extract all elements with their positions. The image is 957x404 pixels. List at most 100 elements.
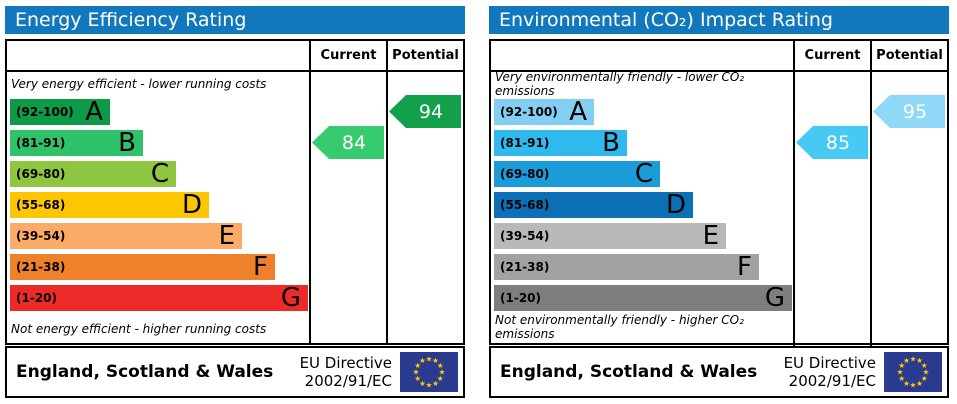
band-range-label: (21-38) [500, 259, 550, 274]
svg-text:★: ★ [437, 374, 444, 383]
band-letter: G [280, 282, 301, 313]
band-range-label: (39-54) [16, 228, 66, 243]
band-row-c: (69-80) C [491, 158, 793, 189]
top-note: Very environmentally friendly - lower CO… [495, 70, 745, 98]
svg-text:★: ★ [910, 355, 917, 364]
eu-directive-label: EU Directive 2002/91/EC [300, 354, 392, 390]
band-letter: B [118, 127, 136, 158]
band-range-label: (81-91) [16, 135, 66, 150]
band-letter: C [150, 158, 169, 189]
current-rating-cell: 84 [309, 72, 386, 343]
eu-directive-line1: EU Directive [299, 354, 392, 372]
eu-directive-label: EU Directive 2002/91/EC [784, 354, 876, 390]
band-letter: A [85, 96, 103, 127]
svg-text:★: ★ [898, 361, 905, 370]
band-letter: A [569, 96, 587, 127]
svg-text:★: ★ [916, 379, 923, 388]
header-spacer-cell [491, 41, 793, 72]
band-letter: D [181, 189, 202, 220]
panel-footer: England, Scotland & Wales EU Directive 2… [489, 346, 949, 398]
band-row-c: (69-80) C [7, 158, 309, 189]
band-row-b: (81-91) B [491, 127, 793, 158]
band-range-label: (55-68) [500, 197, 550, 212]
band-range-label: (55-68) [16, 197, 66, 212]
band-row-f: (21-38) F [7, 251, 309, 282]
svg-text:★: ★ [426, 381, 433, 390]
band-letter: F [737, 251, 752, 282]
band-range-label: (69-80) [16, 166, 66, 181]
band-range-label: (1-20) [500, 290, 541, 305]
band-bar-d: (55-68) D [10, 189, 209, 220]
band-range-label: (81-91) [500, 135, 550, 150]
svg-text:★: ★ [419, 356, 426, 365]
rating-table: Current Potential Very environmentally f… [489, 39, 949, 348]
svg-text:★: ★ [916, 356, 923, 365]
environmental-impact-panel: Environmental (CO₂) Impact Rating Curren… [489, 6, 949, 398]
band-row-a: (92-100) A [491, 96, 793, 127]
band-bar-f: (21-38) F [494, 251, 759, 282]
current-rating-arrow: 85 [796, 126, 868, 159]
band-bar-e: (39-54) E [494, 222, 726, 249]
band-row-e: (39-54) E [491, 220, 793, 251]
band-bar-a: (92-100) A [494, 96, 594, 127]
header-spacer-cell [7, 41, 309, 72]
band-letter: C [634, 158, 653, 189]
svg-text:★: ★ [921, 374, 928, 383]
band-row-b: (81-91) B [7, 127, 309, 158]
eu-directive-line2: 2002/91/EC [304, 372, 392, 390]
svg-text:★: ★ [437, 361, 444, 370]
rating-table: Current Potential Very energy efficient … [5, 39, 465, 345]
svg-text:★: ★ [413, 368, 420, 377]
current-column-header: Current [309, 41, 386, 72]
band-range-label: (21-38) [16, 259, 66, 274]
svg-text:★: ★ [414, 361, 421, 370]
energy-efficiency-panel: Energy Efficiency Rating Current Potenti… [5, 6, 465, 398]
band-bar-c: (69-80) C [10, 158, 176, 189]
eu-directive-line2: 2002/91/EC [788, 372, 876, 390]
band-letter: F [253, 251, 268, 282]
svg-text:★: ★ [897, 368, 904, 377]
svg-text:★: ★ [923, 368, 930, 377]
rating-bands: (92-100) A (81-91) B (69-80) C (55-68) D (39-54)… [7, 96, 309, 313]
panel-title: Energy Efficiency Rating [5, 6, 465, 34]
band-row-a: (92-100) A [7, 96, 309, 127]
band-range-label: (92-100) [16, 104, 74, 119]
band-bar-g: (1-20) G [10, 282, 308, 313]
band-bar-c: (69-80) C [494, 158, 660, 189]
band-letter: B [602, 127, 620, 158]
band-letter: G [764, 282, 785, 313]
band-bar-f: (21-38) F [10, 251, 275, 282]
top-note: Very energy efficient - lower running co… [11, 77, 267, 91]
band-bar-g: (1-20) G [494, 282, 792, 313]
band-row-f: (21-38) F [491, 251, 793, 282]
svg-text:★: ★ [910, 381, 917, 390]
potential-rating-arrow: 94 [389, 95, 461, 128]
band-range-label: (39-54) [500, 228, 550, 243]
band-row-e: (39-54) E [7, 220, 309, 251]
current-column-header: Current [793, 41, 870, 72]
potential-column-header: Potential [386, 41, 463, 72]
svg-text:★: ★ [903, 379, 910, 388]
band-range-label: (92-100) [500, 104, 558, 119]
band-letter: E [218, 220, 235, 251]
svg-text:★: ★ [921, 361, 928, 370]
rating-bands: (92-100) A (81-91) B (69-80) C (55-68) D (39-54)… [491, 96, 793, 313]
eu-flag-icon: ★ ★★★★★★★★★★★ [400, 352, 458, 392]
svg-text:★: ★ [419, 379, 426, 388]
band-bar-b: (81-91) B [10, 127, 143, 158]
potential-rating-cell: 94 [386, 72, 463, 343]
eu-flag-icon: ★ ★★★★★★★★★★★ [884, 352, 942, 392]
band-range-label: (69-80) [500, 166, 550, 181]
potential-rating-cell: 95 [870, 72, 947, 348]
svg-text:★: ★ [898, 374, 905, 383]
bottom-note: Not energy efficient - higher running co… [11, 322, 267, 336]
rating-scale: Very energy efficient - lower running co… [7, 72, 309, 343]
band-row-d: (55-68) D [491, 189, 793, 220]
band-row-g: (1-20) G [7, 282, 309, 313]
band-bar-e: (39-54) E [10, 220, 242, 251]
band-bar-a: (92-100) A [10, 96, 110, 127]
potential-rating-arrow: 95 [873, 95, 945, 128]
svg-text:★: ★ [439, 368, 446, 377]
band-bar-d: (55-68) D [494, 191, 693, 218]
